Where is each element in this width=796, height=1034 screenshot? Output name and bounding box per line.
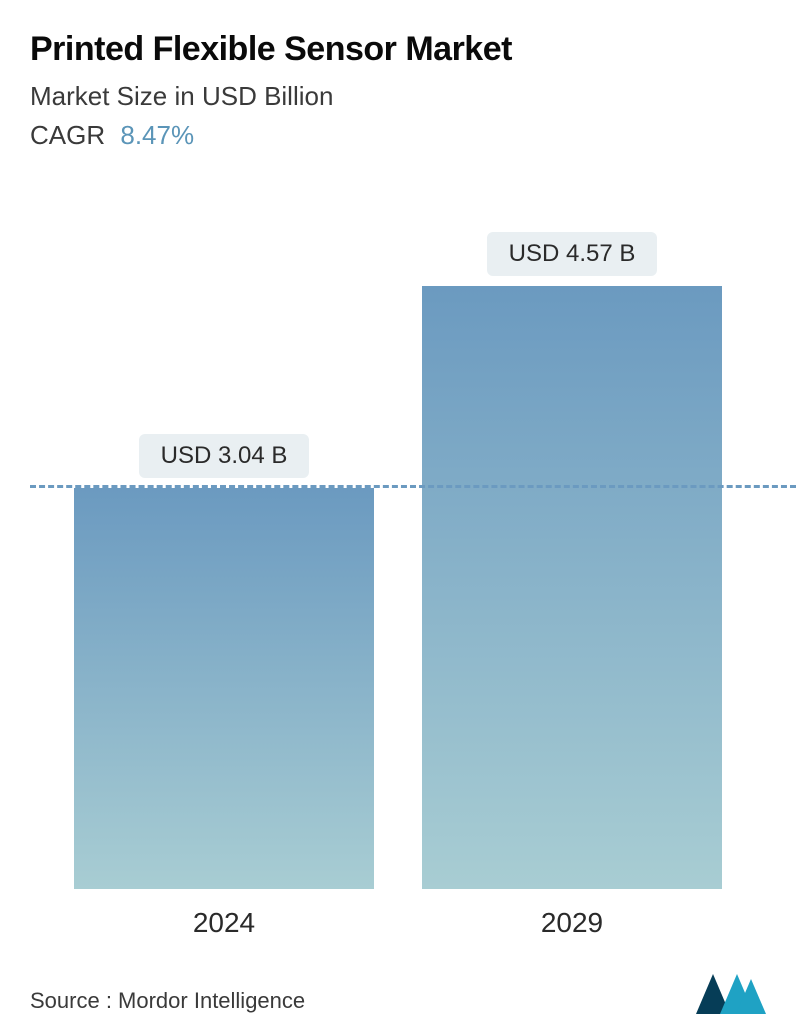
chart-title: Printed Flexible Sensor Market — [30, 30, 766, 69]
cagr-label: CAGR — [30, 120, 105, 150]
brand-logo-icon — [696, 974, 766, 1014]
bar-year-label: 2024 — [193, 907, 255, 939]
bar-year-label: 2029 — [541, 907, 603, 939]
bar-value-label: USD 3.04 B — [139, 434, 310, 478]
reference-line — [30, 485, 796, 488]
source-text: Source : Mordor Intelligence — [30, 988, 305, 1014]
bar-group-2029: USD 4.57 B 2029 — [422, 201, 722, 939]
chart-area: USD 3.04 B 2024 USD 4.57 B 2029 — [30, 201, 766, 939]
bar-group-2024: USD 3.04 B 2024 — [74, 201, 374, 939]
bar-value-label: USD 4.57 B — [487, 232, 658, 276]
cagr-line: CAGR 8.47% — [30, 120, 766, 151]
bar — [74, 488, 374, 889]
bar — [422, 286, 722, 889]
chart-subtitle: Market Size in USD Billion — [30, 81, 766, 112]
cagr-value: 8.47% — [120, 120, 194, 150]
bars-container: USD 3.04 B 2024 USD 4.57 B 2029 — [30, 201, 766, 939]
chart-footer: Source : Mordor Intelligence — [30, 959, 766, 1014]
